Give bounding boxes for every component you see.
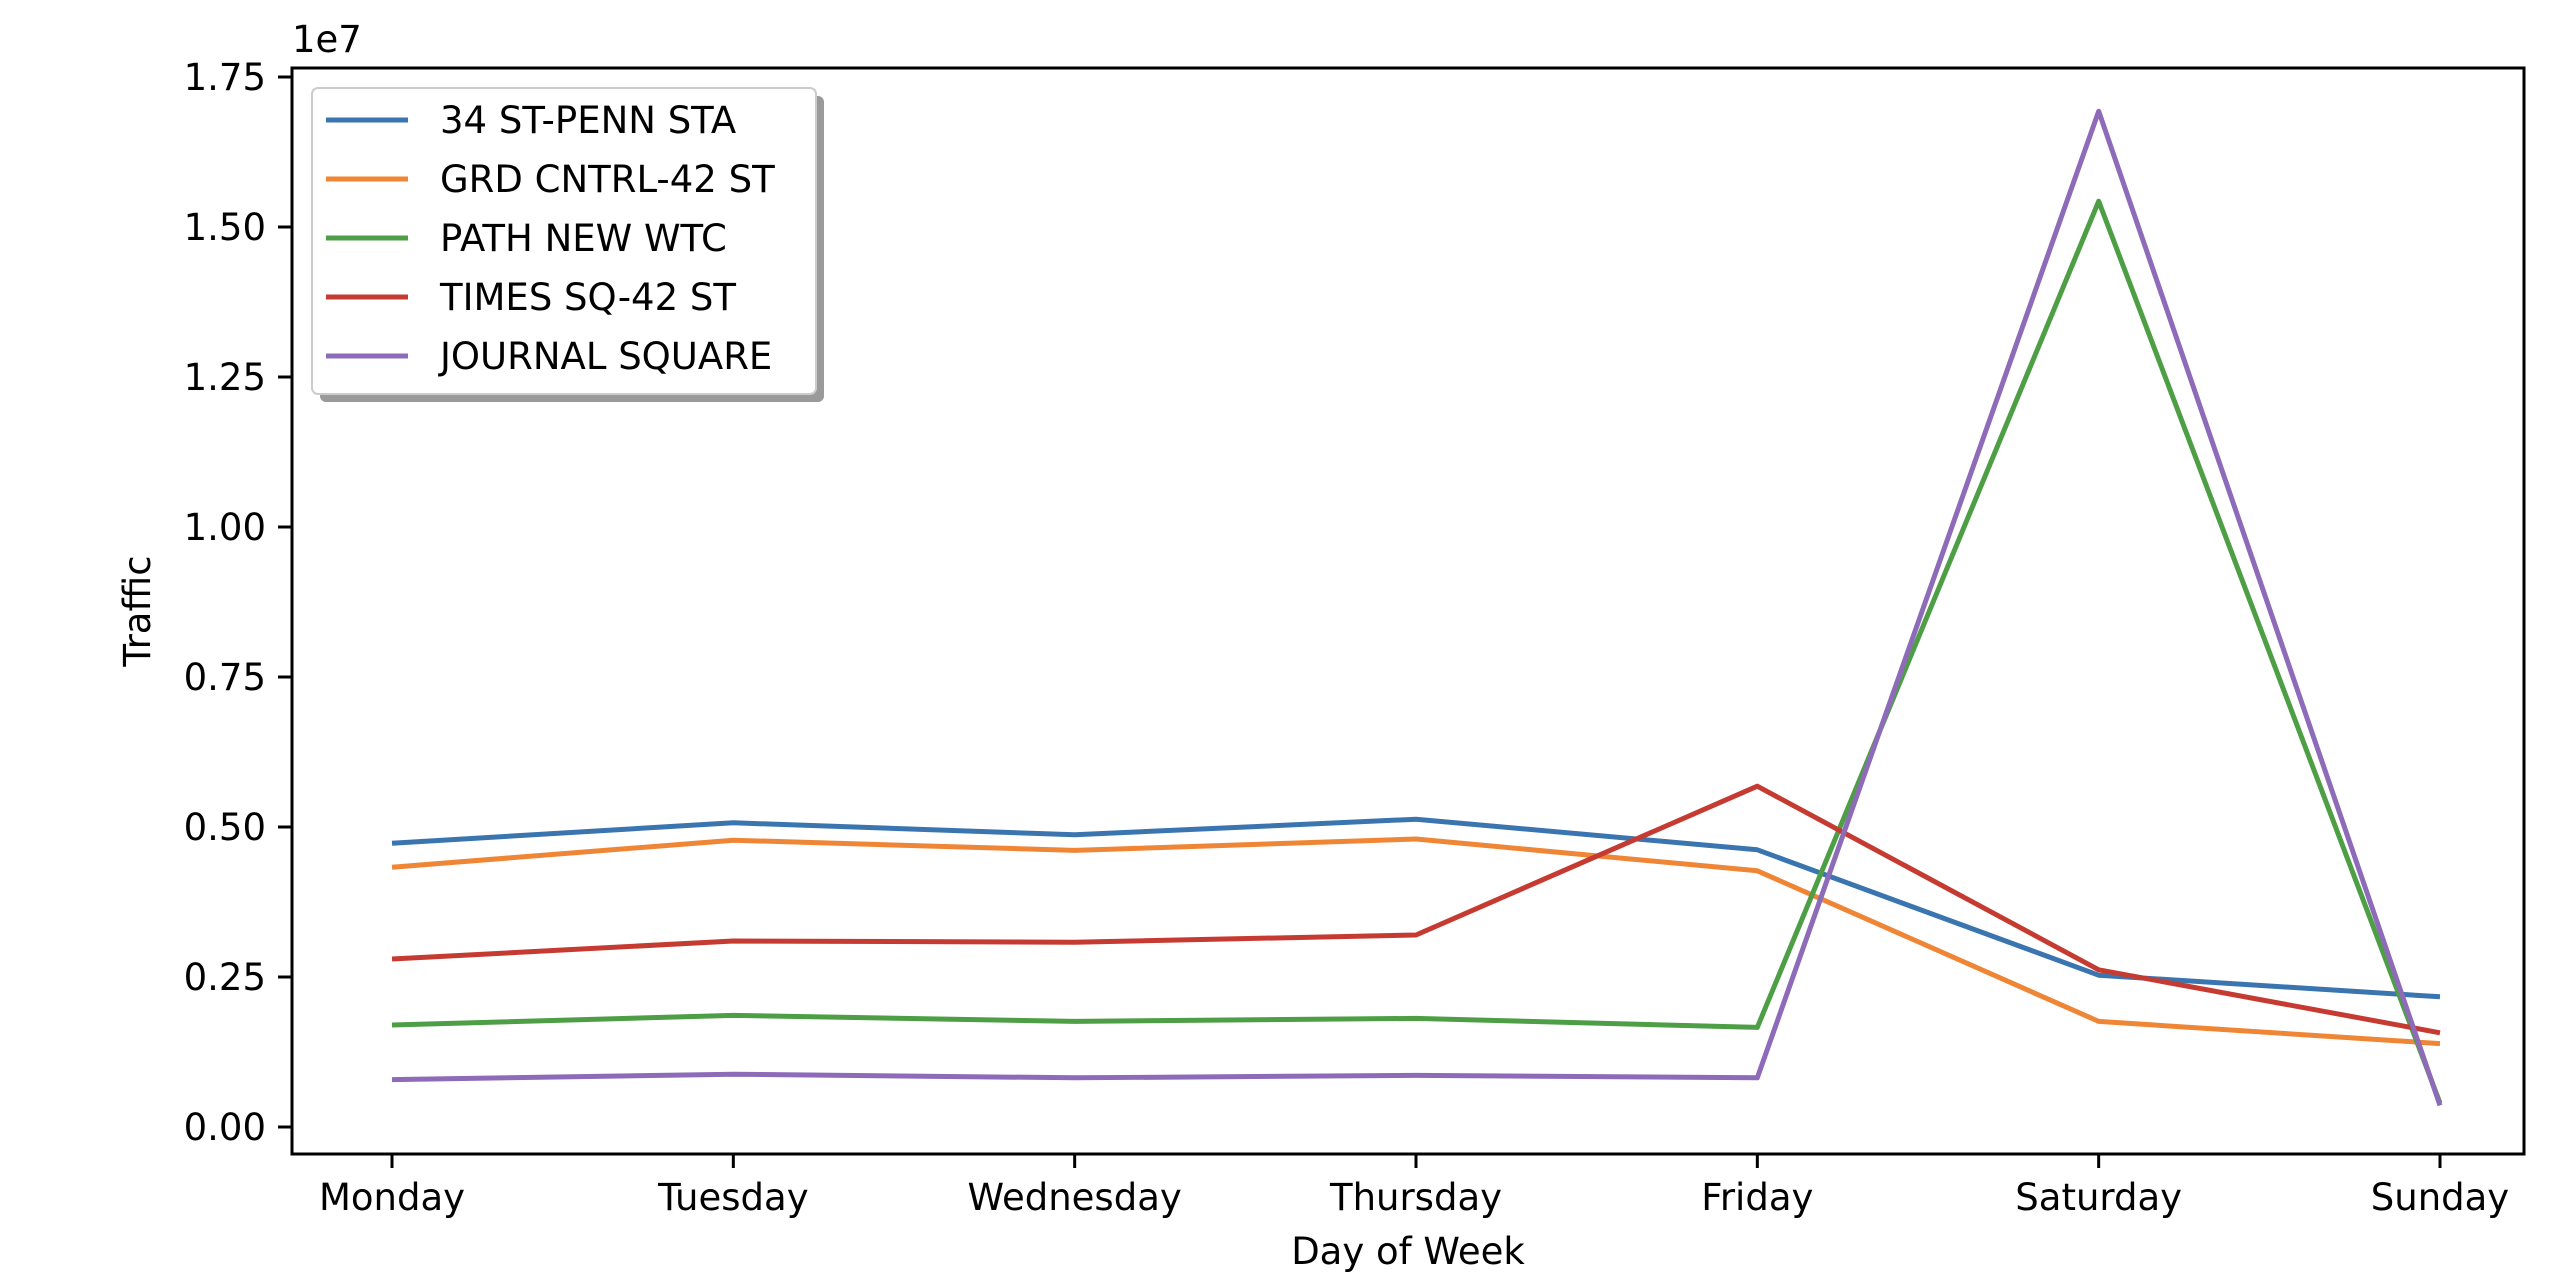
series-layer — [391, 108, 2443, 1107]
x-axis: Monday Tuesday Wednesday Thursday Friday Satu… — [319, 1154, 2509, 1219]
y-tick-label: 0.25 — [184, 956, 266, 999]
legend-label-3: TIMES SQ-42 ST — [439, 276, 736, 319]
y-axis: 0.00 0.25 0.50 0.75 1.00 1.25 1.50 1.75 — [184, 56, 292, 1149]
x-tick-label: Friday — [1701, 1176, 1813, 1219]
x-tick-label: Tuesday — [657, 1176, 809, 1219]
series-line-4 — [391, 108, 2443, 1107]
y-tick-label: 1.25 — [184, 356, 266, 399]
y-axis-label: Traffic — [116, 555, 159, 667]
x-tick-label: Thursday — [1329, 1176, 1502, 1219]
y-tick-label: 1.50 — [184, 206, 266, 249]
x-axis-label: Day of Week — [1291, 1230, 1525, 1273]
legend: 34 ST-PENN STA GRD CNTRL-42 ST PATH NEW WT… — [311, 87, 824, 402]
series-line-2 — [391, 198, 2443, 1104]
y-tick-label: 0.50 — [184, 806, 266, 849]
legend-label-0: 34 ST-PENN STA — [440, 99, 736, 142]
x-tick-label: Sunday — [2371, 1176, 2509, 1219]
x-tick-label: Monday — [319, 1176, 465, 1219]
legend-label-2: PATH NEW WTC — [440, 217, 727, 260]
x-tick-label: Saturday — [2015, 1176, 2182, 1219]
legend-label-4: JOURNAL SQUARE — [438, 335, 772, 378]
series-line-0 — [391, 816, 2441, 1000]
y-tick-label: 0.00 — [184, 1106, 266, 1149]
y-tick-label: 1.75 — [184, 56, 266, 99]
legend-box — [311, 87, 817, 395]
y-tick-label: 1.00 — [184, 506, 266, 549]
plot-frame — [290, 66, 2526, 1156]
y-offset-label: 1e7 — [292, 18, 362, 61]
x-tick-label: Wednesday — [968, 1176, 1182, 1219]
legend-label-1: GRD CNTRL-42 ST — [440, 158, 775, 201]
series-line-1 — [391, 836, 2441, 1047]
series-line-3 — [391, 783, 2441, 1036]
y-tick-label: 0.75 — [184, 656, 266, 699]
